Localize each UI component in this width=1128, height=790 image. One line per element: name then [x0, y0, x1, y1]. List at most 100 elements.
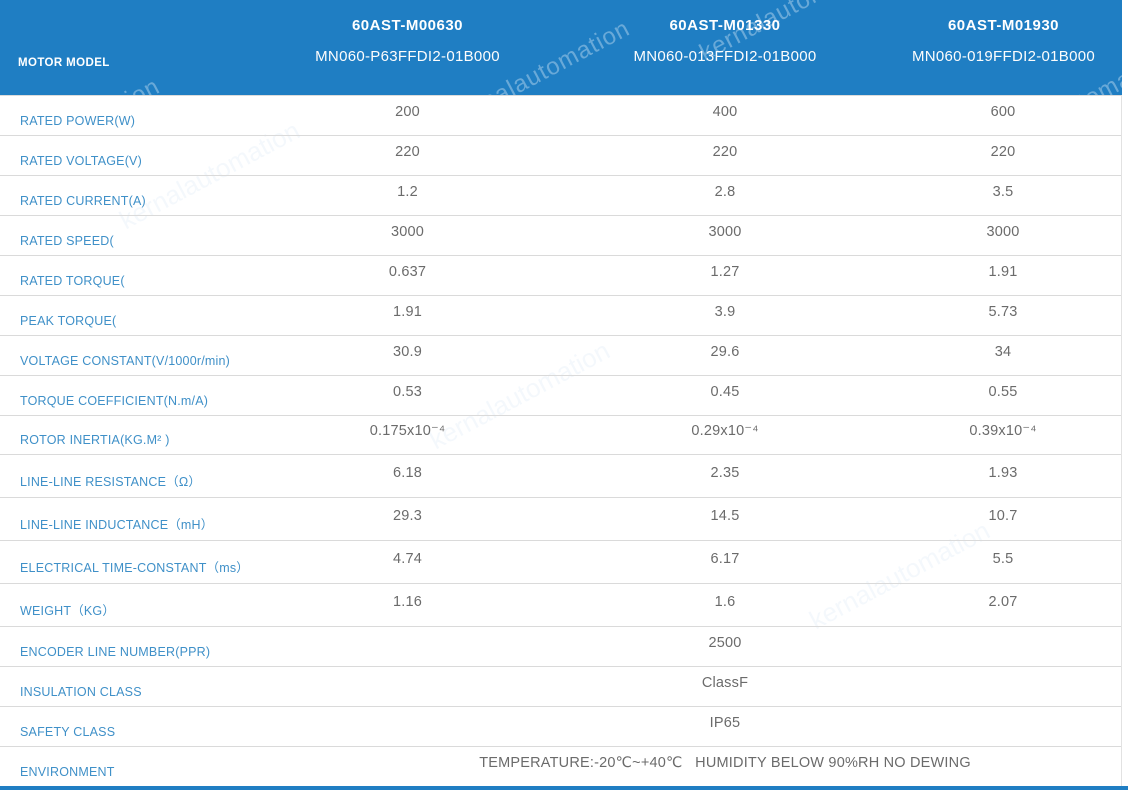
table-row: RATED VOLTAGE(V) 220 220 220 [0, 136, 1121, 176]
row-value-cell: 1.6 [565, 584, 885, 626]
row-value-cell: 200 [250, 96, 565, 135]
row-value: 6.17 [710, 551, 739, 567]
row-value: 0.175x10⁻⁴ [370, 423, 446, 439]
row-value-cell: 2.35 [565, 455, 885, 497]
row-value-cell: 1.16 [250, 584, 565, 626]
row-value-cell: 600 [885, 96, 1121, 135]
row-empty-cell [250, 707, 565, 746]
table-row: SAFETY CLASSIP65 [0, 707, 1121, 747]
table-row: WEIGHT（KG）1.161.62.07 [0, 584, 1121, 627]
row-value: 0.53 [393, 384, 422, 400]
row-label-cell: TORQUE COEFFICIENT(N.m/A) [0, 376, 250, 415]
row-value: 1.27 [710, 264, 739, 280]
row-value-cell: 3000 [250, 216, 565, 255]
row-label-cell: ROTOR INERTIA(KG.M² ) [0, 416, 250, 455]
table-row: RATED TORQUE( 0.637 1.27 1.91 [0, 256, 1121, 296]
row-value-cell: 0.637 [250, 256, 565, 295]
table-row: RATED SPEED(300030003000 [0, 216, 1121, 256]
row-empty-cell [885, 707, 1121, 746]
row-value-cell: 3.5 [885, 176, 1121, 215]
row-value-cell: 1.93 [885, 455, 1121, 497]
row-value-cell: 220 [250, 136, 565, 175]
row-value: 29.6 [710, 344, 739, 360]
row-label: ENVIRONMENT [20, 765, 115, 779]
row-value: 1.2 [397, 184, 418, 200]
row-value-cell: 4.74 [250, 541, 565, 583]
row-label-cell: LINE-LINE RESISTANCE（Ω） [0, 455, 250, 497]
row-span-value: ClassF [702, 675, 748, 691]
spec-rows: RATED POWER(W)200400600RATED VOLTAGE(V)2… [0, 95, 1122, 786]
row-value: 30.9 [393, 344, 422, 360]
row-empty-cell [885, 667, 1121, 706]
row-value: 2.8 [715, 184, 736, 200]
table-row: TORQUE COEFFICIENT(N.m/A) 0.53 0.45 0.55 [0, 376, 1121, 416]
row-value-cell: 220 [565, 136, 885, 175]
row-value-cell: 14.5 [565, 498, 885, 540]
row-value-cell: 29.3 [250, 498, 565, 540]
row-value-cell: 1.91 [885, 256, 1121, 295]
row-label: RATED CURRENT(A) [20, 194, 146, 208]
row-value-cell: 400 [565, 96, 885, 135]
row-value: 400 [713, 104, 738, 120]
row-value: 220 [395, 144, 420, 160]
row-value: 1.91 [393, 304, 422, 320]
table-header: kernalautomation kernalautomation kernal… [0, 0, 1122, 95]
row-value: 1.93 [988, 465, 1017, 481]
row-label: WEIGHT（KG） [20, 600, 115, 619]
row-value-cell: 0.175x10⁻⁴ [250, 416, 565, 455]
row-value-cell: 1.91 [250, 296, 565, 335]
row-label: LINE-LINE RESISTANCE（Ω） [20, 471, 201, 490]
row-label: VOLTAGE CONSTANT(V/1000r/min) [20, 354, 230, 368]
row-value: 0.39x10⁻⁴ [969, 423, 1036, 439]
row-value: 1.6 [715, 594, 736, 610]
row-label-cell: ELECTRICAL TIME-CONSTANT（ms） [0, 541, 250, 583]
row-value: 5.73 [988, 304, 1017, 320]
row-value-cell: 3000 [565, 216, 885, 255]
row-value-cell: 3000 [885, 216, 1121, 255]
table-row: RATED POWER(W)200400600 [0, 96, 1121, 136]
table-row: ROTOR INERTIA(KG.M² ) 0.175x10⁻⁴ 0.29x10⁻⁴… [0, 416, 1121, 456]
row-value: 220 [713, 144, 738, 160]
row-span-cell: ClassF [565, 667, 885, 706]
row-value: 0.55 [988, 384, 1017, 400]
row-empty-cell [885, 747, 1121, 786]
row-value: 3.5 [993, 184, 1014, 200]
row-value: 0.637 [389, 264, 426, 280]
table-row: RATED CURRENT(A) 1.2 2.8 3.5 [0, 176, 1121, 216]
table-row: LINE-LINE INDUCTANCE（mH） 29.3 14.5 10.7 [0, 498, 1121, 541]
part-number: MN060-013FFDI2-01B000 [633, 48, 816, 65]
row-label-cell: RATED CURRENT(A) [0, 176, 250, 215]
row-value: 34 [995, 344, 1012, 360]
header-motor-model-cell: MOTOR MODEL [0, 0, 250, 95]
row-value-cell: 30.9 [250, 336, 565, 375]
row-value: 1.91 [988, 264, 1017, 280]
row-label: RATED SPEED( [20, 234, 114, 248]
row-value: 5.5 [993, 551, 1014, 567]
row-value: 10.7 [988, 508, 1017, 524]
row-value: 14.5 [710, 508, 739, 524]
motor-model-label: MOTOR MODEL [18, 57, 110, 69]
row-span-cell: TEMPERATURE:-20℃~+40℃ HUMIDITY BELOW 90%… [565, 747, 885, 786]
row-value: 3.9 [715, 304, 736, 320]
row-label-cell: RATED SPEED( [0, 216, 250, 255]
row-value: 600 [991, 104, 1016, 120]
row-label-cell: RATED TORQUE( [0, 256, 250, 295]
row-value: 4.74 [393, 551, 422, 567]
part-number: MN060-019FFDI2-01B000 [912, 48, 1095, 65]
row-span-value: 2500 [708, 635, 741, 651]
row-value-cell: 0.45 [565, 376, 885, 415]
row-label: LINE-LINE INDUCTANCE（mH） [20, 514, 213, 533]
row-label-cell: ENVIRONMENT [0, 747, 250, 786]
row-value-cell: 220 [885, 136, 1121, 175]
row-label-cell: RATED VOLTAGE(V) [0, 136, 250, 175]
row-value-cell: 0.29x10⁻⁴ [565, 416, 885, 455]
table-row: ENCODER LINE NUMBER(PPR)2500 [0, 627, 1121, 667]
row-value-cell: 0.39x10⁻⁴ [885, 416, 1121, 455]
model-number: 60AST-M00630 [352, 17, 463, 34]
header-column-3: 60AST-M01930 MN060-019FFDI2-01B000 [885, 0, 1122, 95]
table-row: LINE-LINE RESISTANCE（Ω）6.182.351.93 [0, 455, 1121, 498]
table-row: INSULATION CLASSClassF [0, 667, 1121, 707]
table-row: PEAK TORQUE(1.913.95.73 [0, 296, 1121, 336]
row-value-cell: 2.8 [565, 176, 885, 215]
table-row: ELECTRICAL TIME-CONSTANT（ms） 4.74 6.17 5.5 [0, 541, 1121, 584]
